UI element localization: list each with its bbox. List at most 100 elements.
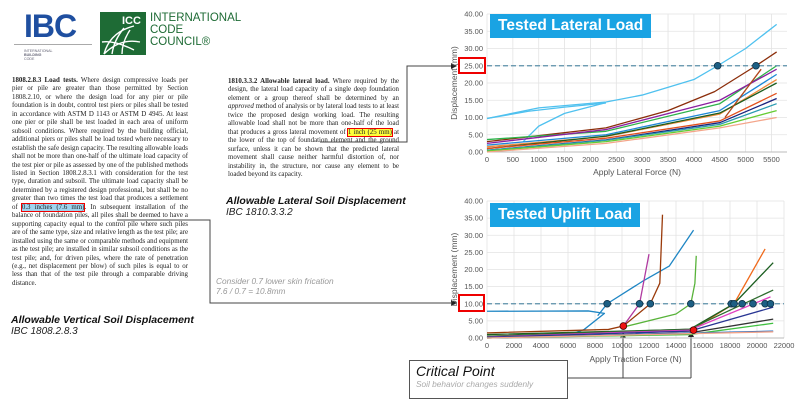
vertical-limit-highlight: 0.3 inches (7.6 mm)	[20, 202, 86, 212]
x-tick-label: 4000	[686, 155, 703, 164]
lateral-chart-title: Tested Lateral Load	[490, 14, 652, 38]
y-axis-label: Displacement (mm)	[449, 46, 459, 120]
threshold-marker	[738, 299, 746, 308]
paragraph-text: approved	[228, 103, 254, 111]
y-tick-label: 30.00	[464, 44, 483, 53]
x-tick-label: 4000	[533, 341, 550, 350]
series-line	[486, 92, 777, 150]
y-tick-label: 10.00	[464, 299, 483, 308]
series-line	[486, 78, 777, 148]
ibc-sub: CODE	[24, 57, 35, 61]
y-tick-label: 0.00	[468, 334, 483, 343]
lateral-caption-title: Allowable Lateral Soil Displacement	[226, 195, 406, 207]
y-tick-label: 20.00	[464, 79, 483, 88]
x-tick-label: 6000	[560, 341, 577, 350]
series-line	[522, 102, 607, 143]
y-axis-label: Displacement (mm)	[449, 232, 459, 306]
y-tick-label: 35.00	[464, 214, 483, 223]
lateral-threshold-box	[458, 57, 486, 74]
x-axis-label: Apply Traction Force (N)	[589, 354, 681, 364]
skin-friction-note: Consider 0.7 lower skin frication 7.6 / …	[216, 276, 334, 296]
paragraph-text: method of analysis or by lateral load te…	[228, 103, 399, 136]
y-tick-label: 25.00	[464, 61, 483, 70]
threshold-marker	[752, 61, 760, 70]
chart-0: 0.00 5.00 10.00 15.00 20.00 25.00 30.00 35.00 40…	[449, 10, 787, 177]
series-line	[486, 68, 777, 145]
series-line	[486, 23, 778, 120]
critical-point-marker	[619, 322, 628, 330]
vertical-code-text: 1808.2.8.3 Load tests. Where design comp…	[12, 77, 188, 288]
x-tick-label: 5000	[737, 155, 754, 164]
x-tick-label: 16000	[693, 341, 714, 350]
vertical-connector-arrow	[117, 219, 457, 306]
x-tick-label: 14000	[666, 341, 687, 350]
x-tick-label: 22000	[774, 341, 795, 350]
y-tick-label: 40.00	[464, 197, 483, 206]
ibc-logo-mark: IBC	[24, 8, 77, 44]
uplift-chart-title: Tested Uplift Load	[490, 203, 641, 227]
ibc-logo: IBC INTERNATIONAL BUILDING CODE	[14, 10, 92, 61]
series-line	[486, 102, 607, 120]
x-tick-label: 8000	[587, 341, 604, 350]
threshold-marker	[646, 299, 655, 308]
threshold-marker	[635, 299, 644, 308]
y-tick-label: 5.00	[468, 316, 483, 325]
x-tick-label: 3000	[634, 155, 651, 164]
y-tick-label: 5.00	[468, 130, 483, 139]
lateral-code-text: 1810.3.3.2 Allowable lateral load. Where…	[228, 78, 399, 179]
x-tick-label: 2500	[608, 155, 625, 164]
paragraph-text: . In subsequent installation of the bala…	[12, 203, 189, 287]
x-tick-label: 18000	[720, 341, 741, 350]
critical-point-title: Critical Point	[416, 363, 495, 379]
threshold-marker	[713, 61, 722, 70]
series-line	[486, 331, 774, 339]
series-line	[486, 109, 777, 152]
uplift-threshold-box	[458, 294, 485, 312]
icc-logo: ICC INTERNATIONAL CODE COUNCIL®	[100, 12, 241, 57]
series-line	[486, 262, 774, 336]
x-tick-label: 1000	[530, 155, 547, 164]
lateral-caption-ref: IBC 1810.3.3.2	[226, 207, 293, 218]
paragraph-text: Where design compressive loads per pier …	[12, 77, 188, 211]
ibc-sub: INTERNATIONAL	[24, 49, 53, 53]
series-line	[724, 68, 762, 118]
series-line	[486, 51, 778, 143]
series-line	[597, 229, 695, 317]
y-tick-label: 10.00	[464, 113, 483, 122]
x-tick-label: 2000	[582, 155, 599, 164]
series-line	[486, 82, 777, 150]
series-line	[486, 116, 777, 153]
critical-point-subtitle: Soil behavior changes suddenly	[416, 379, 534, 389]
icc-mark: ICC	[122, 15, 141, 27]
x-tick-label: 0	[485, 341, 489, 350]
x-tick-label: 2000	[506, 341, 523, 350]
ibc-sub: BUILDING	[24, 53, 42, 57]
x-tick-label: 3500	[660, 155, 677, 164]
paragraph-text: at the lower of the top of foundation el…	[228, 128, 399, 178]
y-tick-label: 15.00	[464, 282, 483, 291]
series-line	[486, 306, 774, 338]
icc-name: INTERNATIONAL	[150, 12, 242, 24]
vertical-caption-title: Allowable Vertical Soil Displacement	[11, 314, 194, 326]
icc-name: COUNCIL®	[150, 36, 211, 48]
x-tick-label: 1500	[556, 155, 573, 164]
x-tick-label: 20000	[747, 341, 768, 350]
x-axis-label: Apply Lateral Force (N)	[593, 167, 681, 177]
y-tick-label: 25.00	[464, 248, 483, 257]
threshold-marker	[687, 299, 695, 308]
section-heading: 1808.2.8.3 Load tests.	[12, 77, 78, 84]
y-tick-label: 0.00	[468, 148, 483, 157]
series-line	[486, 103, 777, 151]
critical-point-callout: Critical Point Soil behavior changes sud…	[409, 360, 568, 399]
x-tick-label: 500	[507, 155, 520, 164]
chart-1: 0.00 5.00 10.00 15.00 20.00 25.00 30.00 35.00 40…	[449, 197, 794, 365]
y-tick-label: 40.00	[464, 10, 483, 19]
x-tick-label: 0	[485, 155, 489, 164]
y-tick-label: 35.00	[464, 27, 483, 36]
threshold-marker	[730, 299, 738, 308]
threshold-marker	[766, 299, 775, 308]
threshold-marker	[603, 299, 611, 308]
x-tick-label: 5500	[763, 155, 780, 164]
vertical-caption-ref: IBC 1808.2.8.3	[11, 326, 78, 337]
